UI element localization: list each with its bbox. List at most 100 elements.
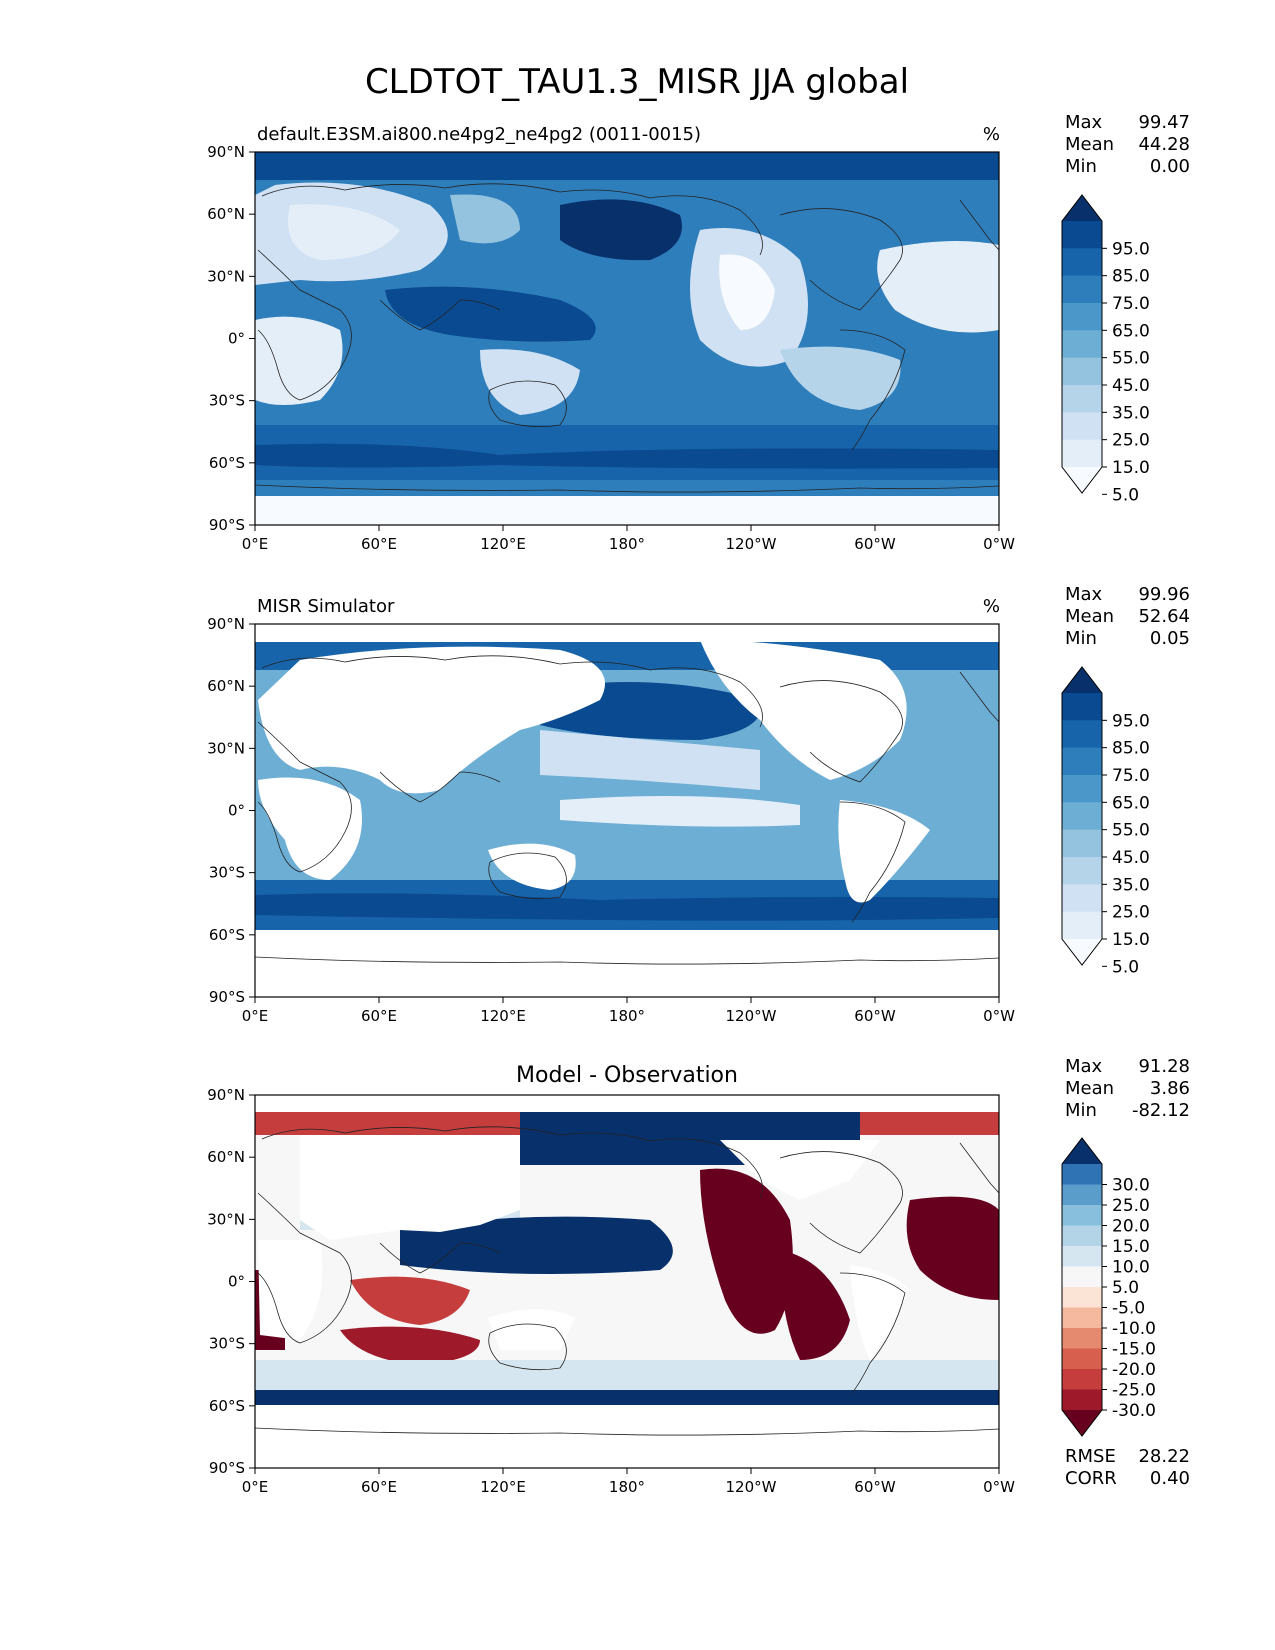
colorbar: 95.0 85.0 75.0 65.0 55.0 45.0 35.0 25.0 15.0 5.0: [1061, 194, 1150, 505]
colorbar-segment: [1062, 1164, 1102, 1185]
x-tick-label: 60°E: [361, 1478, 397, 1496]
colorbar-label: 75.0: [1112, 766, 1150, 786]
coastline-3: [488, 380, 567, 428]
colorbar-label: 35.0: [1112, 403, 1150, 423]
colorbar-segment: [1062, 1287, 1102, 1308]
colorbar-label: 25.0: [1112, 431, 1150, 451]
colorbar-segment: [1062, 802, 1102, 831]
units-label: %: [983, 596, 1000, 617]
coastline-3: [488, 1323, 567, 1371]
stat-label: Min: [1065, 156, 1097, 177]
coastline-6: [254, 956, 1000, 965]
coastline-7: [959, 199, 1000, 251]
panel-observation: MISR Simulator %: [255, 596, 1000, 997]
y-tick-label: 0°: [228, 330, 245, 348]
x-tick-label: 0°W: [983, 1478, 1015, 1496]
y-tick-label: 90°S: [209, 516, 245, 534]
colorbar-label: 5.0: [1112, 957, 1139, 977]
land-samerica: [838, 800, 930, 903]
colorbar-extend-top: [1062, 667, 1102, 693]
colorbar-label: -15.0: [1112, 1340, 1156, 1360]
coastline-6: [254, 484, 1000, 493]
colorbar-segment: [1062, 1369, 1102, 1390]
coastline-2: [379, 299, 501, 331]
coastline-4: [779, 680, 903, 783]
land-africa: [258, 777, 362, 880]
field-antarctic-nodata: [255, 496, 999, 525]
stat-label: Max: [1065, 1056, 1103, 1077]
stat-label: Min: [1065, 1100, 1097, 1121]
colorbar-segment: [1062, 1205, 1102, 1226]
colorbar-extend-top: [1062, 195, 1102, 221]
colorbar-segment: [1062, 221, 1102, 249]
field-southern-light: [255, 1360, 999, 1390]
colorbar-label: 45.0: [1112, 376, 1150, 396]
colorbar-label: 85.0: [1112, 267, 1150, 287]
y-tick-label: 90°N: [207, 1086, 245, 1104]
land-eurasia-mask: [300, 1135, 520, 1240]
stats-block: Max 99.96 Mean 52.64 Min 0.05: [1065, 584, 1190, 649]
colorbar-segment: [1062, 330, 1102, 359]
map-axes-1: 0°E 60°E 120°E 180° 120°W 60°W 0°W 90°N 60°N 30°N…: [207, 584, 1190, 1025]
colorbar-segment: [1062, 1348, 1102, 1370]
field-epacific-neg: [700, 1168, 793, 1334]
colorbar-label: -5.0: [1112, 1299, 1145, 1319]
coastline-0: [261, 655, 763, 728]
panel-difference: Model - Observation: [255, 1063, 999, 1468]
colorbar-segment: [1062, 1225, 1102, 1247]
field-wpacific: [385, 286, 596, 342]
metric-label: RMSE: [1065, 1446, 1116, 1467]
coastlines: [254, 1126, 1000, 1436]
y-tick-label: 30°N: [207, 739, 245, 757]
x-tick-label: 0°W: [983, 1007, 1015, 1025]
stat-value: 3.86: [1150, 1078, 1190, 1099]
field-equatorial: [560, 796, 800, 827]
units-label: %: [983, 124, 1000, 145]
x-tick-label: 180°: [609, 1007, 645, 1025]
y-tick-label: 30°S: [209, 864, 245, 882]
field-arctic: [255, 152, 999, 180]
field-atlantic-neg: [906, 1196, 999, 1300]
stats-block: Max 99.47 Mean 44.28 Min 0.00: [1065, 112, 1190, 177]
land-namerica: [700, 640, 907, 780]
stat-value: -82.12: [1132, 1100, 1190, 1121]
coastline-7: [959, 1142, 1000, 1194]
colorbar-segment: [1062, 747, 1102, 776]
colorbar-segment: [1062, 275, 1102, 304]
field-wpacific-pos: [400, 1216, 673, 1274]
field-peru-neg: [780, 1250, 850, 1360]
stat-label: Max: [1065, 584, 1103, 605]
x-tick-label: 120°E: [480, 1478, 526, 1496]
panel-title: Model - Observation: [516, 1063, 738, 1088]
field-samerica: [780, 346, 901, 410]
x-tick-label: 120°E: [480, 1007, 526, 1025]
colorbar-label: 15.0: [1112, 458, 1150, 478]
map-field: [255, 1095, 999, 1468]
y-tick-label: 90°S: [209, 988, 245, 1006]
panel-model: default.E3SM.ai800.ne4pg2_ne4pg2 (0011-0…: [255, 124, 1000, 525]
figure-title: CLDTOT_TAU1.3_MISR JJA global: [365, 62, 909, 102]
y-tick-label: 60°S: [209, 926, 245, 944]
colorbar-label: 10.0: [1112, 1258, 1150, 1278]
colorbar-label: -20.0: [1112, 1360, 1156, 1380]
x-tick-label: 0°E: [242, 535, 269, 553]
map-axes-0: 0°E 60°E 120°E 180° 120°W 60°W 0°W 90°N 60°N 30°N…: [207, 112, 1190, 553]
x-tick-label: 60°E: [361, 535, 397, 553]
colorbar-segment: [1062, 1266, 1102, 1288]
coastline-2: [379, 1242, 501, 1274]
colorbar-segment: [1062, 357, 1102, 386]
colorbar-label: 25.0: [1112, 903, 1150, 923]
coastline-4: [779, 1151, 903, 1254]
y-tick-label: 30°N: [207, 267, 245, 285]
colorbar: 95.0 85.0 75.0 65.0 55.0 45.0 35.0 25.0 15.0 5.0: [1061, 666, 1150, 977]
coastlines: [254, 183, 1000, 493]
x-tick-label: 180°: [609, 535, 645, 553]
coastline-6: [254, 1427, 1000, 1436]
map-field: [255, 624, 999, 997]
colorbar-label: 65.0: [1112, 793, 1150, 813]
y-tick-label: 30°N: [207, 1210, 245, 1228]
stats-block: Max 91.28 Mean 3.86 Min -82.12 RMSE 28.22 CORR 0.…: [1065, 1056, 1190, 1489]
x-tick-label: 120°W: [726, 1007, 777, 1025]
stat-value: 44.28: [1138, 134, 1190, 155]
land-samerica-mask: [850, 1265, 910, 1360]
